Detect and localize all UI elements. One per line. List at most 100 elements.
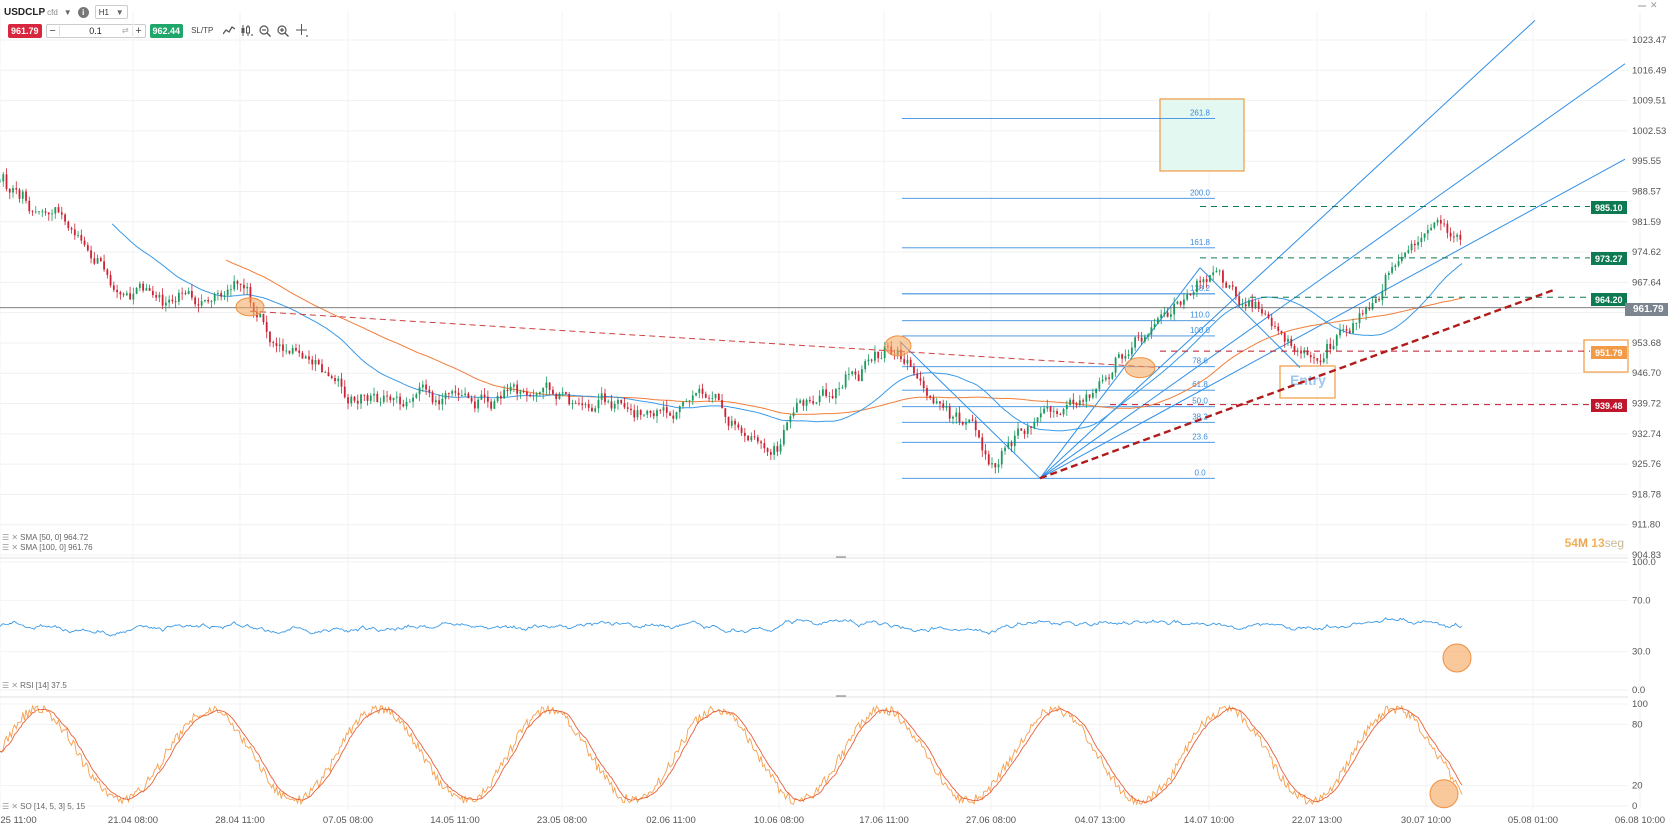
price-tag[interactable]: 973.27: [1591, 252, 1627, 265]
zoom-in-icon[interactable]: [276, 24, 290, 38]
candle-body: [402, 404, 405, 407]
candle-body: [1186, 293, 1189, 300]
price-tag[interactable]: 939.48: [1591, 399, 1627, 412]
price-tag[interactable]: 951.79: [1591, 346, 1627, 359]
legend-sma50[interactable]: ☰ ✕ SMA [50, 0] 964.72: [2, 533, 89, 542]
legend-so[interactable]: ☰ ✕ SO [14, 5, 3] 5, 15: [2, 802, 86, 811]
candle-body: [565, 392, 567, 394]
menu-icon[interactable]: ☰ ✕: [2, 802, 19, 811]
swap-icon[interactable]: ⇄: [121, 25, 129, 35]
candle-body: [594, 408, 597, 412]
horizontal-levels[interactable]: [0, 206, 1625, 480]
candle-body: [1209, 275, 1211, 282]
menu-icon[interactable]: ☰ ✕: [2, 533, 19, 542]
candle-body: [662, 407, 665, 411]
candle-body: [142, 283, 145, 291]
x-tick-label: 10.06 08:00: [754, 815, 804, 826]
candle-body: [1251, 300, 1254, 309]
candle-body: [659, 410, 662, 411]
candle-body: [15, 188, 18, 190]
resistance-trendline[interactable]: [249, 310, 1161, 369]
close-icon[interactable]: ✕: [1650, 0, 1658, 10]
candle-body: [1378, 298, 1380, 301]
legend-rsi[interactable]: ☰ ✕ RSI [14] 37.5: [2, 681, 67, 690]
candle-body: [57, 207, 60, 213]
x-axis[interactable]: 10.04 2025 11:00 21.04 08:00 28.04 11:00 07…: [0, 815, 1665, 826]
chevron-down-icon[interactable]: ▼: [63, 7, 72, 17]
candle-body: [1160, 314, 1163, 319]
candle-body: [47, 212, 50, 215]
trend-channel[interactable]: [899, 19, 1626, 479]
candle-body: [418, 387, 421, 395]
candle-body: [288, 350, 291, 354]
candle-body: [269, 331, 271, 343]
quantity-plus-button[interactable]: +: [135, 24, 142, 37]
candle-body: [1192, 291, 1195, 296]
candle-body: [1228, 285, 1231, 288]
candle-body: [473, 401, 476, 409]
support-trendline[interactable]: [1039, 288, 1556, 480]
channel-line[interactable]: [1039, 63, 1626, 479]
quantity-minus-button[interactable]: −: [49, 24, 56, 37]
crosshair-icon[interactable]: [294, 24, 308, 38]
quantity-stepper[interactable]: − 0.1 ⇄ +: [45, 23, 146, 38]
fib-level-label: 61.8: [1192, 380, 1208, 389]
candle-body: [103, 261, 105, 270]
menu-icon[interactable]: ☰ ✕: [2, 543, 19, 552]
price-tag[interactable]: 964.20: [1591, 293, 1627, 306]
channel-line[interactable]: [1039, 158, 1626, 479]
buy-button[interactable]: 962.44: [149, 23, 184, 38]
quantity-input[interactable]: 0.1 ⇄: [58, 25, 133, 36]
candle-body: [1199, 280, 1202, 283]
menu-icon[interactable]: ☰ ✕: [2, 681, 19, 690]
y-axis[interactable]: 1023.47 1016.49 1009.51 1002.53 995.55 988.57…: [1632, 35, 1666, 812]
x-tick-label: 14.07 10:00: [1184, 815, 1234, 826]
channel-line[interactable]: [1039, 19, 1536, 479]
candle-body: [28, 200, 31, 212]
sltp-button[interactable]: SL/TP: [191, 26, 214, 35]
candle-body: [41, 211, 44, 213]
candle-body: [529, 395, 532, 397]
candle-body: [135, 287, 138, 294]
info-icon[interactable]: i: [77, 6, 89, 18]
candlestick-icon[interactable]: [240, 24, 254, 38]
candle-body: [831, 396, 834, 399]
candle-body: [119, 292, 122, 295]
candle-body: [1026, 426, 1029, 434]
candle-body: [1091, 393, 1094, 398]
candle-body: [60, 212, 63, 215]
swing-line[interactable]: [899, 341, 1041, 479]
candle-body: [217, 293, 219, 295]
zoom-out-icon[interactable]: [258, 24, 272, 38]
candle-body: [1332, 345, 1335, 349]
legend-sma100[interactable]: ☰ ✕ SMA [100, 0] 961.76: [2, 543, 93, 552]
fibonacci-extension[interactable]: 261.8200.0161.8138.2110.0100.078.661.850…: [902, 108, 1215, 479]
entry-box[interactable]: [1279, 365, 1336, 399]
candle-body: [405, 401, 408, 407]
candle-body: [808, 399, 811, 402]
candle-body: [382, 395, 385, 402]
candle-body: [1283, 332, 1286, 342]
candle-body: [786, 422, 789, 430]
price-tag[interactable]: 985.10: [1591, 201, 1627, 214]
candle-body: [278, 344, 281, 347]
symbol-name[interactable]: USDCLP cfd: [4, 6, 58, 18]
candle-body: [421, 384, 424, 388]
swing-line[interactable]: [1039, 267, 1201, 479]
sell-button[interactable]: 961.79: [8, 23, 42, 38]
candle-body: [291, 347, 294, 354]
candle-body: [1124, 355, 1127, 359]
candle-body: [848, 374, 850, 375]
trade-toolbar: 961.79 − 0.1 ⇄ + 962.44 SL/TP: [8, 22, 308, 39]
candle-body: [138, 283, 141, 288]
target-box[interactable]: [1159, 98, 1245, 172]
candle-body: [363, 394, 366, 396]
candle-body: [604, 393, 606, 403]
candle-body: [506, 389, 509, 392]
grid: [0, 12, 1641, 810]
candle-body: [1030, 426, 1032, 428]
timeframe-select[interactable]: H1 ▼: [94, 5, 128, 19]
candle-body: [1085, 394, 1088, 402]
line-chart-icon[interactable]: [222, 24, 236, 38]
